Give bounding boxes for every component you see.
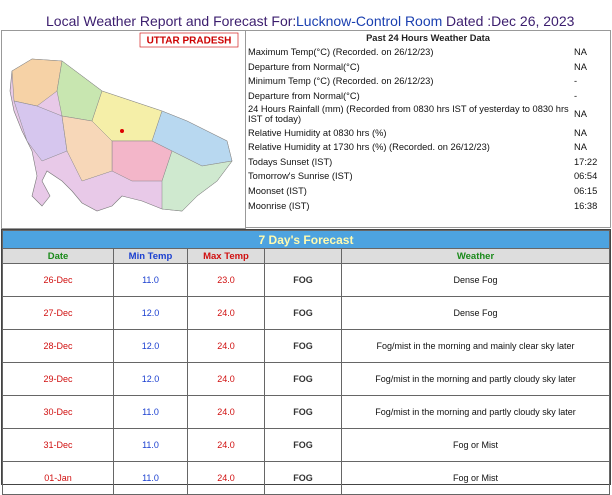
forecast-row: 30-Dec 11.0 24.0 FOG Fog/mist in the morning… [2,395,610,429]
forecast-row: 01-Jan 11.0 24.0 FOG Fog or Mist [2,461,610,495]
past-row: Minimum Temp (°C) (Recorded. on 26/12/23… [246,74,610,89]
min-temp: 11.0 [113,461,188,495]
header-cell: Max Temp [187,248,265,264]
date: 27-Dec [2,296,114,330]
min-temp: 12.0 [113,329,188,363]
header: Local Weather Report and Forecast For: L… [0,0,612,30]
forecast-row: 27-Dec 12.0 24.0 FOG Dense Fog [2,296,610,330]
past-value: NA [574,109,587,120]
max-temp: 24.0 [187,461,265,495]
past-row: 24 Hours Rainfall (mm) (Recorded from 08… [246,103,610,125]
map-label: UTTAR PRADESH [147,36,232,47]
forecast: 7 Day's Forecast Date Min Temp Max Temp … [1,229,611,495]
past-label: Tomorrow's Sunrise (IST) [248,171,353,182]
past-label: Departure from Normal(°C) [248,91,360,102]
map-image: UTTAR PRADESH [9,32,239,212]
condition: FOG [264,395,342,429]
past-row: Relative Humidity at 0830 hrs (%) NA [246,125,610,140]
weather: Fog/mist in the morning and partly cloud… [341,362,610,396]
condition: FOG [264,263,342,297]
condition: FOG [264,461,342,495]
lucknow-marker [120,129,124,133]
date: 29-Dec [2,362,114,396]
header-cell [264,248,342,264]
past-row: Departure from Normal(°C) NA [246,60,610,75]
condition: FOG [264,428,342,462]
past-row: Departure from Normal(°C) - [246,89,610,104]
past-label: Departure from Normal(°C) [248,61,360,72]
region [111,140,173,182]
past-label: Relative Humidity at 1730 hrs (%) (Recor… [248,142,490,153]
past-title: Past 24 Hours Weather Data [366,33,490,43]
min-temp: 11.0 [113,395,188,429]
station: Lucknow-Control Room [296,13,443,29]
forecast-title: 7 Day's Forecast [2,230,610,249]
label-box [139,32,239,48]
past-value: - [574,91,578,102]
past-value: NA [574,61,587,72]
past-value: 17:22 [574,156,598,167]
title: Local Weather Report and Forecast For: [46,13,297,29]
past-row: Moonrise (IST) 16:38 [246,198,610,213]
weather: Dense Fog [341,296,610,330]
weather: Fog/mist in the morning and partly cloud… [341,395,610,429]
min-temp: 12.0 [113,296,188,330]
max-temp: 24.0 [187,329,265,363]
past-row: Todays Sunset (IST) 17:22 [246,155,610,170]
header-cell: Weather [341,248,610,264]
max-temp: 24.0 [187,395,265,429]
date: 31-Dec [2,428,114,462]
max-temp: 23.0 [187,263,265,297]
past-label: Moonset (IST) [248,186,307,197]
weather: Fog or Mist [341,461,610,495]
date: 26-Dec [2,263,114,297]
past-value: NA [574,142,587,153]
min-temp: 11.0 [113,263,188,297]
condition: FOG [264,362,342,396]
min-temp: 11.0 [113,428,188,462]
max-temp: 24.0 [187,362,265,396]
past-label: 24 Hours Rainfall (mm) (Recorded from 08… [248,104,569,125]
condition: FOG [264,296,342,330]
past-label: Moonrise (IST) [248,200,310,211]
region [161,150,233,212]
date: 01-Jan [2,461,114,495]
past-row: Tomorrow's Sunrise (IST) 06:54 [246,169,610,184]
past-value: NA [574,47,587,58]
weather: Fog or Mist [341,428,610,462]
past-value: 16:38 [574,200,598,211]
past-value: NA [574,127,587,138]
past-row: Moonset (IST) 06:15 [246,184,610,199]
min-temp: 12.0 [113,362,188,396]
forecast-row: 29-Dec 12.0 24.0 FOG Fog/mist in the morning… [2,362,610,396]
date: 30-Dec [2,395,114,429]
date: 28-Dec [2,329,114,363]
header-cell: Date [2,248,114,264]
past-row: Relative Humidity at 1730 hrs (%) (Recor… [246,140,610,155]
max-temp: 24.0 [187,428,265,462]
past-label: Todays Sunset (IST) [248,156,333,167]
past-value: 06:15 [574,186,598,197]
weather: Dense Fog [341,263,610,297]
condition: FOG [264,329,342,363]
forecast-table: 7 Day's Forecast Date Min Temp Max Temp … [2,230,610,495]
past-weather: Past 24 Hours Weather Data Maximum Temp(°… [245,30,611,228]
past-label: Maximum Temp(°C) (Recorded. on 26/12/23) [248,47,434,58]
region [61,115,113,182]
past-value: 06:54 [574,171,598,182]
past-label: Minimum Temp (°C) (Recorded. on 26/12/23… [248,76,434,87]
map: UTTAR PRADESH [1,30,246,229]
past-table: Past 24 Hours Weather Data Maximum Temp(°… [246,31,610,213]
forecast-row: 26-Dec 11.0 23.0 FOG Dense Fog [2,263,610,297]
header-cell: Min Temp [113,248,188,264]
weather: Fog/mist in the morning and mainly clear… [341,329,610,363]
dated: Dated :Dec 26, 2023 [446,13,575,29]
max-temp: 24.0 [187,296,265,330]
past-label: Relative Humidity at 0830 hrs (%) [248,127,387,138]
past-value: - [574,76,578,87]
forecast-row: 28-Dec 12.0 24.0 FOG Fog/mist in the morning… [2,329,610,363]
forecast-row: 31-Dec 11.0 24.0 FOG Fog or Mist [2,428,610,462]
past-row: Maximum Temp(°C) (Recorded. on 26/12/23)… [246,45,610,60]
